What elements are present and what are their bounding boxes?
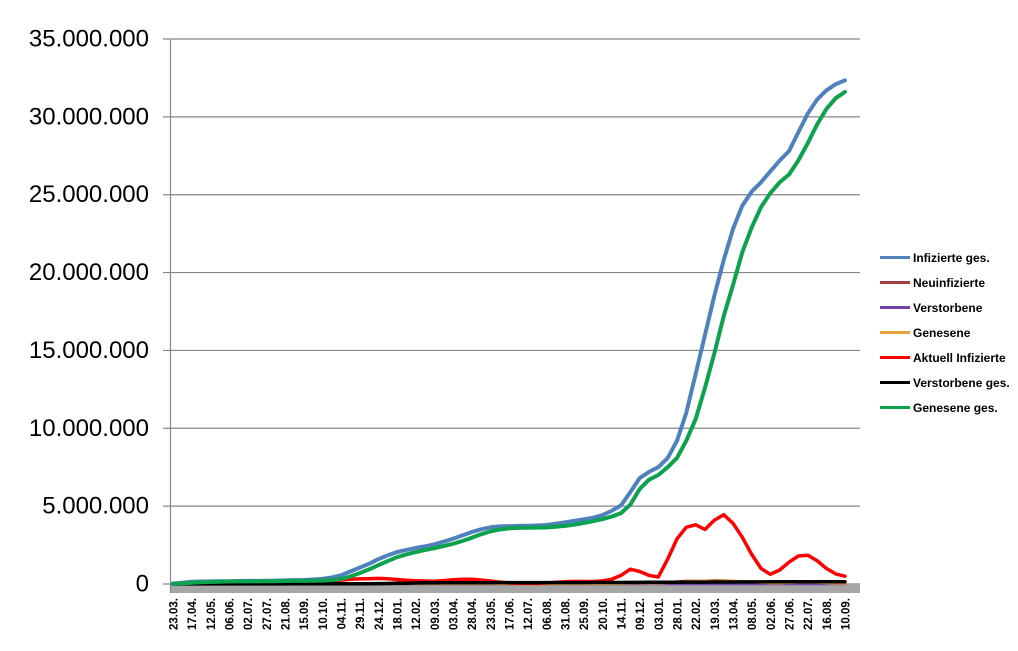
x-axis-label: 09.03.	[430, 598, 442, 630]
series-line-verstorbene-ges	[171, 579, 847, 586]
legend-label: Genesene	[913, 325, 971, 340]
x-axis-label: 20.10.	[598, 598, 610, 630]
legend-line-swatch	[880, 281, 910, 284]
x-axis-label: 09.12.	[635, 598, 647, 630]
x-axis-band	[170, 584, 860, 593]
y-axis-label: 30.000.000	[29, 103, 149, 130]
legend-label: Verstorbene ges.	[913, 375, 1010, 390]
x-axis-label: 25.09.	[579, 598, 591, 630]
x-axis-label: 22.07.	[803, 598, 815, 630]
x-axis-label: 13.04.	[729, 598, 741, 630]
x-axis-label: 10.09.	[841, 598, 853, 630]
legend-line-swatch	[880, 331, 910, 334]
legend-item-genesene-ges: Genesene ges.	[880, 395, 1018, 420]
legend-item-infizierte-ges: Infizierte ges.	[880, 245, 1018, 270]
legend-line-swatch	[880, 406, 910, 409]
x-axis-label: 31.08.	[561, 598, 573, 630]
y-axis-label: 0	[136, 571, 149, 598]
x-axis-label: 27.06.	[785, 598, 797, 630]
y-axis-label: 25.000.000	[29, 181, 149, 208]
legend-line-swatch	[880, 381, 910, 384]
x-axis-label: 12.02.	[411, 598, 423, 630]
x-axis-label: 02.06.	[766, 598, 778, 630]
x-axis-label: 22.02.	[691, 598, 703, 630]
x-axis-label: 02.07.	[243, 598, 255, 630]
x-axis-label: 16.08.	[822, 598, 834, 630]
legend-item-neuinfizierte: Neuinfizierte	[880, 270, 1018, 295]
x-axis-label: 14.11.	[617, 598, 629, 629]
x-axis-label: 23.03.	[169, 598, 181, 630]
x-axis-label: 24.12.	[374, 598, 386, 630]
legend-line-swatch	[880, 256, 910, 259]
series-line-genesene-ges	[171, 89, 847, 586]
x-axis-label: 12.07.	[523, 598, 535, 630]
legend-item-verstorbene-ges: Verstorbene ges.	[880, 370, 1018, 395]
x-axis-label: 06.06.	[225, 598, 237, 630]
legend-item-genesene: Genesene	[880, 320, 1018, 345]
x-axis-label: 15.09.	[299, 598, 311, 630]
y-axis-label: 20.000.000	[29, 259, 149, 286]
legend-label: Infizierte ges.	[913, 250, 990, 265]
y-axis-label: 15.000.000	[29, 337, 149, 364]
legend-line-swatch	[880, 306, 910, 309]
legend-label: Aktuell Infizierte	[913, 350, 1006, 365]
legend-label: Verstorbene	[913, 300, 983, 315]
y-axis-label: 35.000.000	[29, 26, 149, 53]
x-axis-label: 06.08.	[542, 598, 554, 630]
x-axis-label: 03.04.	[449, 598, 461, 630]
x-axis-label: 29.11.	[355, 598, 367, 629]
legend-item-verstorbene: Verstorbene	[880, 295, 1018, 320]
legend-item-aktuell-infizierte: Aktuell Infizierte	[880, 345, 1018, 370]
x-axis-label: 17.06.	[505, 598, 517, 630]
x-axis-label: 28.04.	[467, 598, 479, 630]
x-axis-label: 12.05.	[206, 598, 218, 630]
x-axis-label: 08.05.	[747, 598, 759, 630]
legend-label: Neuinfizierte	[913, 275, 986, 290]
legend-line-swatch	[880, 356, 910, 359]
x-axis-label: 03.01.	[654, 598, 666, 630]
series-line-infizierte-ges	[171, 78, 847, 586]
legend: Infizierte ges. Neuinfizierte Verstorbene G…	[880, 245, 1018, 420]
x-axis-label: 28.01.	[673, 598, 685, 630]
x-axis-label: 17.04.	[187, 598, 199, 630]
x-axis-label: 10.10.	[318, 598, 330, 630]
y-axis-label: 10.000.000	[29, 415, 149, 442]
x-axis-label: 04.11.	[337, 598, 349, 629]
legend-label: Genesene ges.	[913, 400, 998, 415]
x-axis-label: 18.01.	[393, 598, 405, 630]
y-axis-label: 5.000.000	[42, 493, 149, 520]
x-axis-label: 27.07.	[262, 598, 274, 630]
x-axis-label: 23.05.	[486, 598, 498, 630]
x-axis-label: 21.08.	[281, 598, 293, 630]
x-axis-label: 19.03.	[710, 598, 722, 630]
